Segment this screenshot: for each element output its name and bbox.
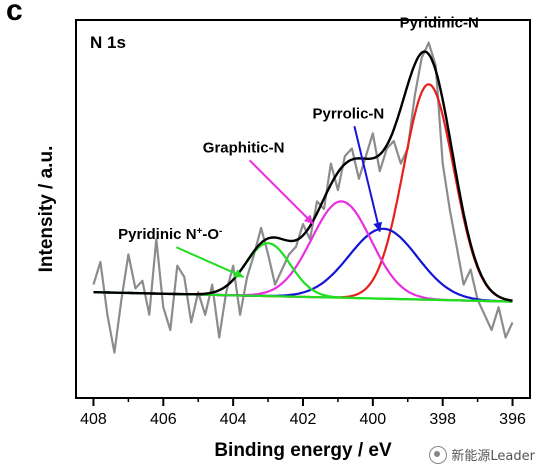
x-axis-label: Binding energy / eV bbox=[214, 440, 392, 461]
peak-pyridinic-n bbox=[93, 83, 513, 302]
x-tick-label-402: 402 bbox=[290, 411, 317, 428]
annotation-pyridinic-n: Pyridinic-N bbox=[400, 15, 479, 32]
x-tick-label-400: 400 bbox=[359, 411, 386, 428]
arrowhead-graphitic-n bbox=[303, 214, 314, 225]
peak-annotations: Pyridinic-N Pyrrolic-N Graphitic-N Pyridini… bbox=[118, 15, 479, 278]
peak-graphitic-n bbox=[93, 200, 513, 303]
x-tick-label-404: 404 bbox=[220, 411, 247, 428]
annotation-graphitic-n: Graphitic-N bbox=[203, 139, 285, 156]
wechat-icon bbox=[429, 445, 448, 464]
x-axis-ticks: 408 406 404 402 400 398 396 bbox=[80, 398, 526, 428]
arrowhead-pyridinic-n-o- bbox=[233, 269, 244, 278]
x-tick-label-398: 398 bbox=[429, 411, 456, 428]
arrow-pyridinic-n-o- bbox=[175, 246, 245, 278]
arrowhead-pyrrolic-n bbox=[373, 221, 383, 232]
arrow-graphitic-n bbox=[248, 159, 315, 225]
x-tick-label-406: 406 bbox=[150, 411, 177, 428]
x-tick-label-408: 408 bbox=[80, 411, 107, 428]
x-tick-label-396: 396 bbox=[499, 411, 526, 428]
annotation-pyridinic-n-o-: Pyridinic N+-O- bbox=[118, 226, 222, 244]
arrow-pyrrolic-n bbox=[353, 126, 381, 232]
watermark: 新能源Leader bbox=[429, 445, 535, 464]
watermark-text: 新能源Leader bbox=[451, 449, 535, 464]
y-axis-label: Intensity / a.u. bbox=[36, 146, 57, 273]
annotation-pyrrolic-n: Pyrrolic-N bbox=[313, 105, 385, 122]
panel-letter: c bbox=[6, 0, 23, 27]
raw-data-line bbox=[92, 41, 514, 354]
envelope-line bbox=[93, 50, 513, 302]
plot-area bbox=[92, 41, 514, 354]
chart-title: N 1s bbox=[90, 33, 126, 52]
